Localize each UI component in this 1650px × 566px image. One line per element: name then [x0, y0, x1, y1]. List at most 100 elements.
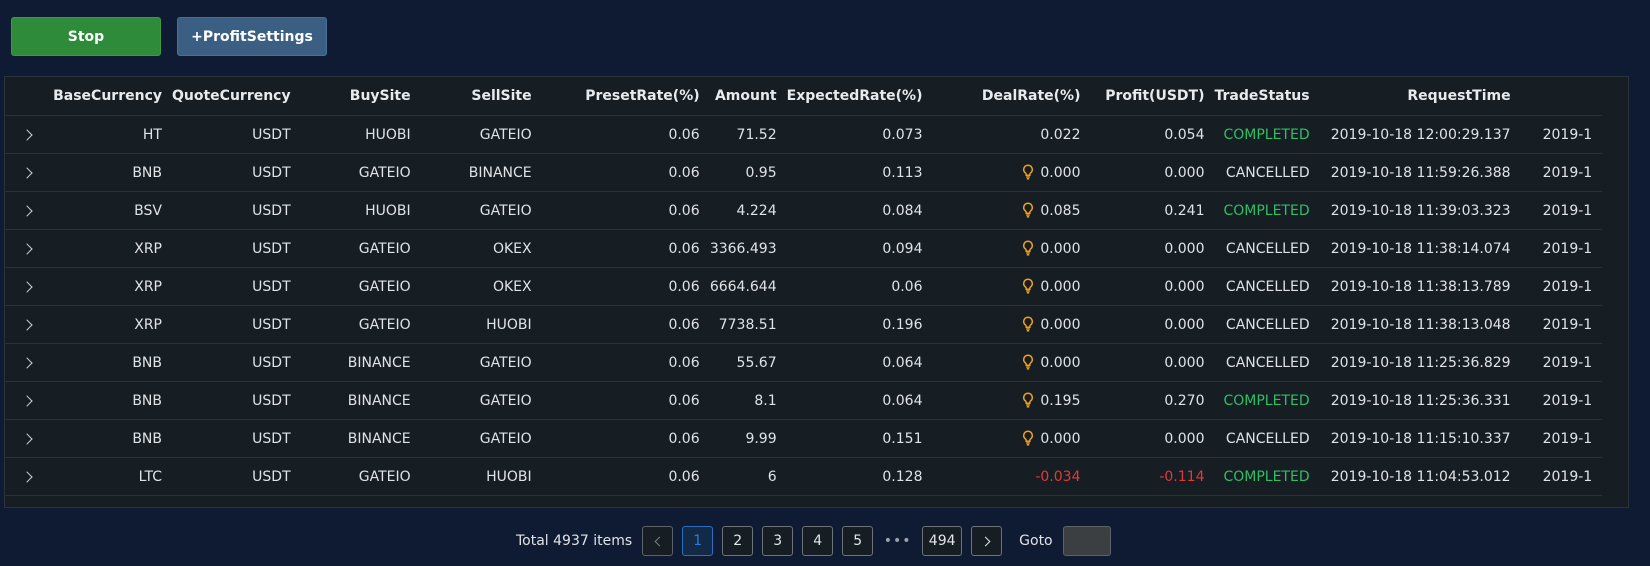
- header-profit[interactable]: Profit(USDT): [1090, 77, 1215, 116]
- goto-input[interactable]: [1062, 526, 1111, 556]
- cell-trade-status: COMPLETED: [1214, 115, 1320, 154]
- page-last-button[interactable]: 494: [922, 526, 963, 556]
- cell-profit: 0.054: [1090, 115, 1215, 154]
- cell-base-currency: XRP: [52, 229, 172, 268]
- header-base-currency[interactable]: BaseCurrency: [52, 77, 172, 116]
- cell-quote-currency: USDT: [172, 267, 301, 306]
- cell-amount: 8.1: [709, 381, 787, 420]
- cell-expected-rate: 0.064: [786, 343, 933, 382]
- cell-request-time: 2019-10-18 12:00:29.137: [1319, 115, 1521, 154]
- expand-row-button[interactable]: [5, 419, 52, 458]
- expand-row-button[interactable]: [5, 381, 52, 420]
- chevron-right-icon: [980, 536, 991, 546]
- header-request-time[interactable]: RequestTime: [1319, 77, 1521, 116]
- page-3-button[interactable]: 3: [762, 526, 794, 556]
- cell-buy-site: GATEIO: [300, 305, 421, 344]
- stop-button[interactable]: Stop: [11, 17, 161, 56]
- table-row[interactable]: XRP USDT GATEIO OKEX 0.06 6664.644 0.06 0.000 0.…: [5, 267, 1603, 306]
- cell-preset-rate: 0.06: [541, 457, 710, 496]
- expand-row-button[interactable]: [5, 267, 52, 306]
- cell-overflow-time: 2019-1: [1520, 457, 1603, 496]
- table-row[interactable]: BNB USDT GATEIO BINANCE 0.06 0.95 0.113 0.000 0.…: [5, 153, 1603, 192]
- expand-row-button[interactable]: [5, 191, 52, 230]
- header-deal-rate[interactable]: DealRate(%): [932, 77, 1091, 116]
- cell-profit: 0.270: [1090, 381, 1215, 420]
- cell-base-currency: XRP: [52, 267, 172, 306]
- cell-buy-site: GATEIO: [300, 457, 421, 496]
- trades-grid: BaseCurrency QuoteCurrency BuySite SellS…: [5, 77, 1603, 496]
- chevron-right-icon: [20, 166, 33, 179]
- cell-expected-rate: 0.196: [786, 305, 933, 344]
- chevron-right-icon: [20, 204, 33, 217]
- table-row[interactable]: HT USDT HUOBI GATEIO 0.06 71.52 0.073 0.022 0.05…: [5, 115, 1603, 154]
- lightbulb-icon: [1023, 278, 1034, 294]
- cell-sell-site: GATEIO: [420, 419, 542, 458]
- goto-label: Goto: [1019, 533, 1053, 549]
- deal-rate-value: 0.000: [1040, 165, 1081, 181]
- cell-request-time: 2019-10-18 11:59:26.388: [1319, 153, 1521, 192]
- cell-expected-rate: 0.128: [786, 457, 933, 496]
- cell-quote-currency: USDT: [172, 419, 301, 458]
- cell-request-time: 2019-10-18 11:38:14.074: [1319, 229, 1521, 268]
- chevron-left-icon: [654, 536, 665, 546]
- page-2-button[interactable]: 2: [722, 526, 754, 556]
- header-amount[interactable]: Amount: [709, 77, 787, 116]
- more-pages-icon[interactable]: •••: [883, 533, 912, 549]
- total-items: Total 4937 items: [516, 533, 633, 549]
- cell-amount: 9.99: [709, 419, 787, 458]
- header-preset-rate[interactable]: PresetRate(%): [541, 77, 710, 116]
- lightbulb-icon: [1023, 164, 1034, 180]
- page-1-button[interactable]: 1: [682, 526, 714, 556]
- table-row[interactable]: BNB USDT BINANCE GATEIO 0.06 9.99 0.151 0.000 0.…: [5, 419, 1603, 458]
- cell-profit: 0.000: [1090, 153, 1215, 192]
- table-row[interactable]: BNB USDT BINANCE GATEIO 0.06 55.67 0.064 0.000 0…: [5, 343, 1603, 382]
- page-5-button[interactable]: 5: [842, 526, 874, 556]
- cell-base-currency: LTC: [52, 457, 172, 496]
- page-4-button[interactable]: 4: [802, 526, 834, 556]
- expand-row-button[interactable]: [5, 229, 52, 268]
- table-row[interactable]: LTC USDT GATEIO HUOBI 0.06 6 0.128 -0.034 -0.114…: [5, 457, 1603, 496]
- next-page-button[interactable]: [971, 526, 1003, 556]
- cell-expected-rate: 0.073: [786, 115, 933, 154]
- expand-row-button[interactable]: [5, 457, 52, 496]
- header-sell-site[interactable]: SellSite: [420, 77, 542, 116]
- cell-overflow-time: 2019-1: [1520, 153, 1603, 192]
- expand-row-button[interactable]: [5, 305, 52, 344]
- cell-preset-rate: 0.06: [541, 381, 710, 420]
- table-row[interactable]: BNB USDT BINANCE GATEIO 0.06 8.1 0.064 0.195 0.2…: [5, 381, 1603, 420]
- cell-deal-rate: 0.195: [932, 381, 1091, 420]
- chevron-right-icon: [20, 394, 33, 407]
- cell-quote-currency: USDT: [172, 191, 301, 230]
- header-buy-site[interactable]: BuySite: [300, 77, 421, 116]
- table-row[interactable]: BSV USDT HUOBI GATEIO 0.06 4.224 0.084 0.085 0.2…: [5, 191, 1603, 230]
- cell-deal-rate: 0.000: [932, 153, 1091, 192]
- table-row[interactable]: XRP USDT GATEIO HUOBI 0.06 7738.51 0.196 0.000 0…: [5, 305, 1603, 344]
- deal-rate-value: 0.085: [1040, 203, 1081, 219]
- cell-profit: 0.000: [1090, 229, 1215, 268]
- cell-request-time: 2019-10-18 11:25:36.331: [1319, 381, 1521, 420]
- profit-settings-button[interactable]: +ProfitSettings: [177, 17, 327, 56]
- cell-amount: 4.224: [709, 191, 787, 230]
- expand-row-button[interactable]: [5, 153, 52, 192]
- cell-preset-rate: 0.06: [541, 229, 710, 268]
- cell-preset-rate: 0.06: [541, 153, 710, 192]
- header-expand: [5, 77, 52, 116]
- table-header-row: BaseCurrency QuoteCurrency BuySite SellS…: [5, 77, 1603, 116]
- cell-trade-status: CANCELLED: [1214, 267, 1320, 306]
- table-row[interactable]: XRP USDT GATEIO OKEX 0.06 3366.493 0.094 0.000 0…: [5, 229, 1603, 268]
- chevron-right-icon: [20, 318, 33, 331]
- expand-row-button[interactable]: [5, 115, 52, 154]
- header-expected-rate[interactable]: ExpectedRate(%): [786, 77, 933, 116]
- cell-deal-rate: 0.000: [932, 267, 1091, 306]
- prev-page-button[interactable]: [642, 526, 674, 556]
- lightbulb-icon: [1023, 430, 1034, 446]
- chevron-right-icon: [20, 432, 33, 445]
- cell-buy-site: BINANCE: [300, 419, 421, 458]
- cell-preset-rate: 0.06: [541, 343, 710, 382]
- cell-profit: -0.114: [1090, 457, 1215, 496]
- table-body: HT USDT HUOBI GATEIO 0.06 71.52 0.073 0.022 0.05…: [5, 115, 1603, 496]
- header-quote-currency[interactable]: QuoteCurrency: [172, 77, 301, 116]
- cell-sell-site: OKEX: [420, 229, 542, 268]
- header-trade-status[interactable]: TradeStatus: [1214, 77, 1320, 116]
- expand-row-button[interactable]: [5, 343, 52, 382]
